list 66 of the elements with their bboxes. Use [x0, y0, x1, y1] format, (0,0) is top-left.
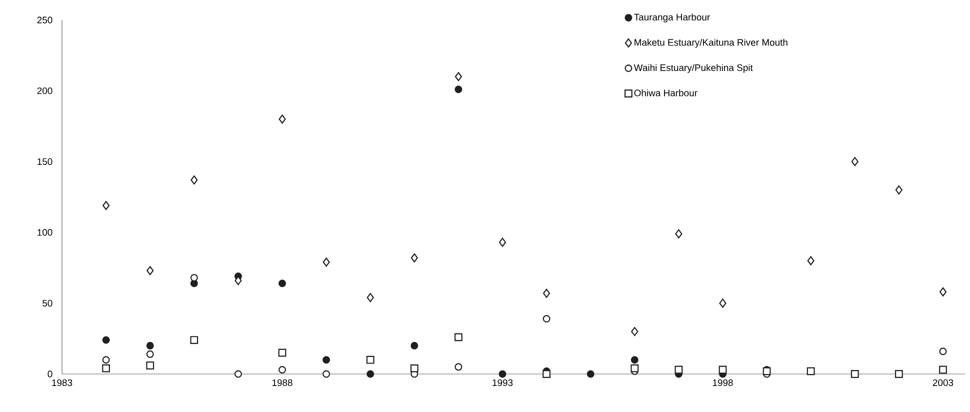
point [807, 256, 814, 266]
point [102, 356, 110, 364]
point [278, 366, 286, 374]
point [190, 336, 198, 344]
point [631, 326, 638, 336]
point [498, 370, 506, 378]
x-tick-label: 1988 [272, 379, 292, 386]
point [454, 363, 462, 371]
y-tick-label: 150 [38, 158, 52, 165]
point [675, 229, 682, 238]
legend-label: Waihi Estuary/Pukehina Spit [634, 64, 753, 73]
point [674, 366, 683, 374]
point [454, 333, 462, 342]
point [543, 288, 550, 298]
point [498, 238, 506, 247]
point [850, 370, 859, 378]
y-tick-label: 100 [38, 229, 52, 236]
point [410, 342, 418, 350]
point [366, 356, 374, 364]
point [542, 315, 550, 323]
x-tick-label: 2003 [932, 379, 954, 386]
point [939, 366, 947, 374]
point [234, 370, 242, 378]
x-tick-label: 1983 [52, 379, 72, 386]
point [102, 200, 110, 210]
point [278, 114, 286, 124]
point [806, 367, 815, 376]
point [278, 280, 286, 288]
y-tick-label: 250 [37, 16, 52, 24]
point [851, 157, 858, 166]
point [190, 274, 198, 282]
point [366, 292, 374, 302]
legend-label: Maketu Estuary/Kaituna River Mouth [634, 38, 788, 48]
point [718, 366, 727, 374]
point [278, 348, 286, 357]
point [586, 370, 594, 378]
x-tick-label: 1998 [712, 379, 733, 386]
point [146, 342, 154, 350]
y-tick-label: 0 [48, 370, 52, 378]
point [939, 348, 947, 356]
point [454, 72, 462, 82]
point [102, 364, 110, 372]
point [630, 364, 639, 372]
point [894, 370, 903, 378]
point [322, 356, 330, 364]
point [895, 185, 902, 194]
y-tick-label: 50 [42, 300, 52, 307]
point [454, 86, 462, 94]
point [366, 370, 374, 378]
point [719, 298, 726, 308]
point [410, 253, 418, 262]
legend-label: Ohiwa Harbour [634, 89, 698, 96]
point [542, 370, 550, 378]
point [939, 287, 947, 296]
point [410, 364, 418, 372]
point [146, 362, 154, 370]
point [102, 336, 110, 344]
point [322, 258, 330, 267]
x-tick-label: 1993 [492, 379, 513, 386]
point [630, 356, 638, 364]
point [322, 370, 330, 378]
y-tick-label: 200 [37, 87, 52, 94]
point [146, 266, 154, 276]
legend-label: Tauranga Harbour [634, 14, 710, 22]
point [146, 350, 154, 358]
point [190, 175, 198, 185]
